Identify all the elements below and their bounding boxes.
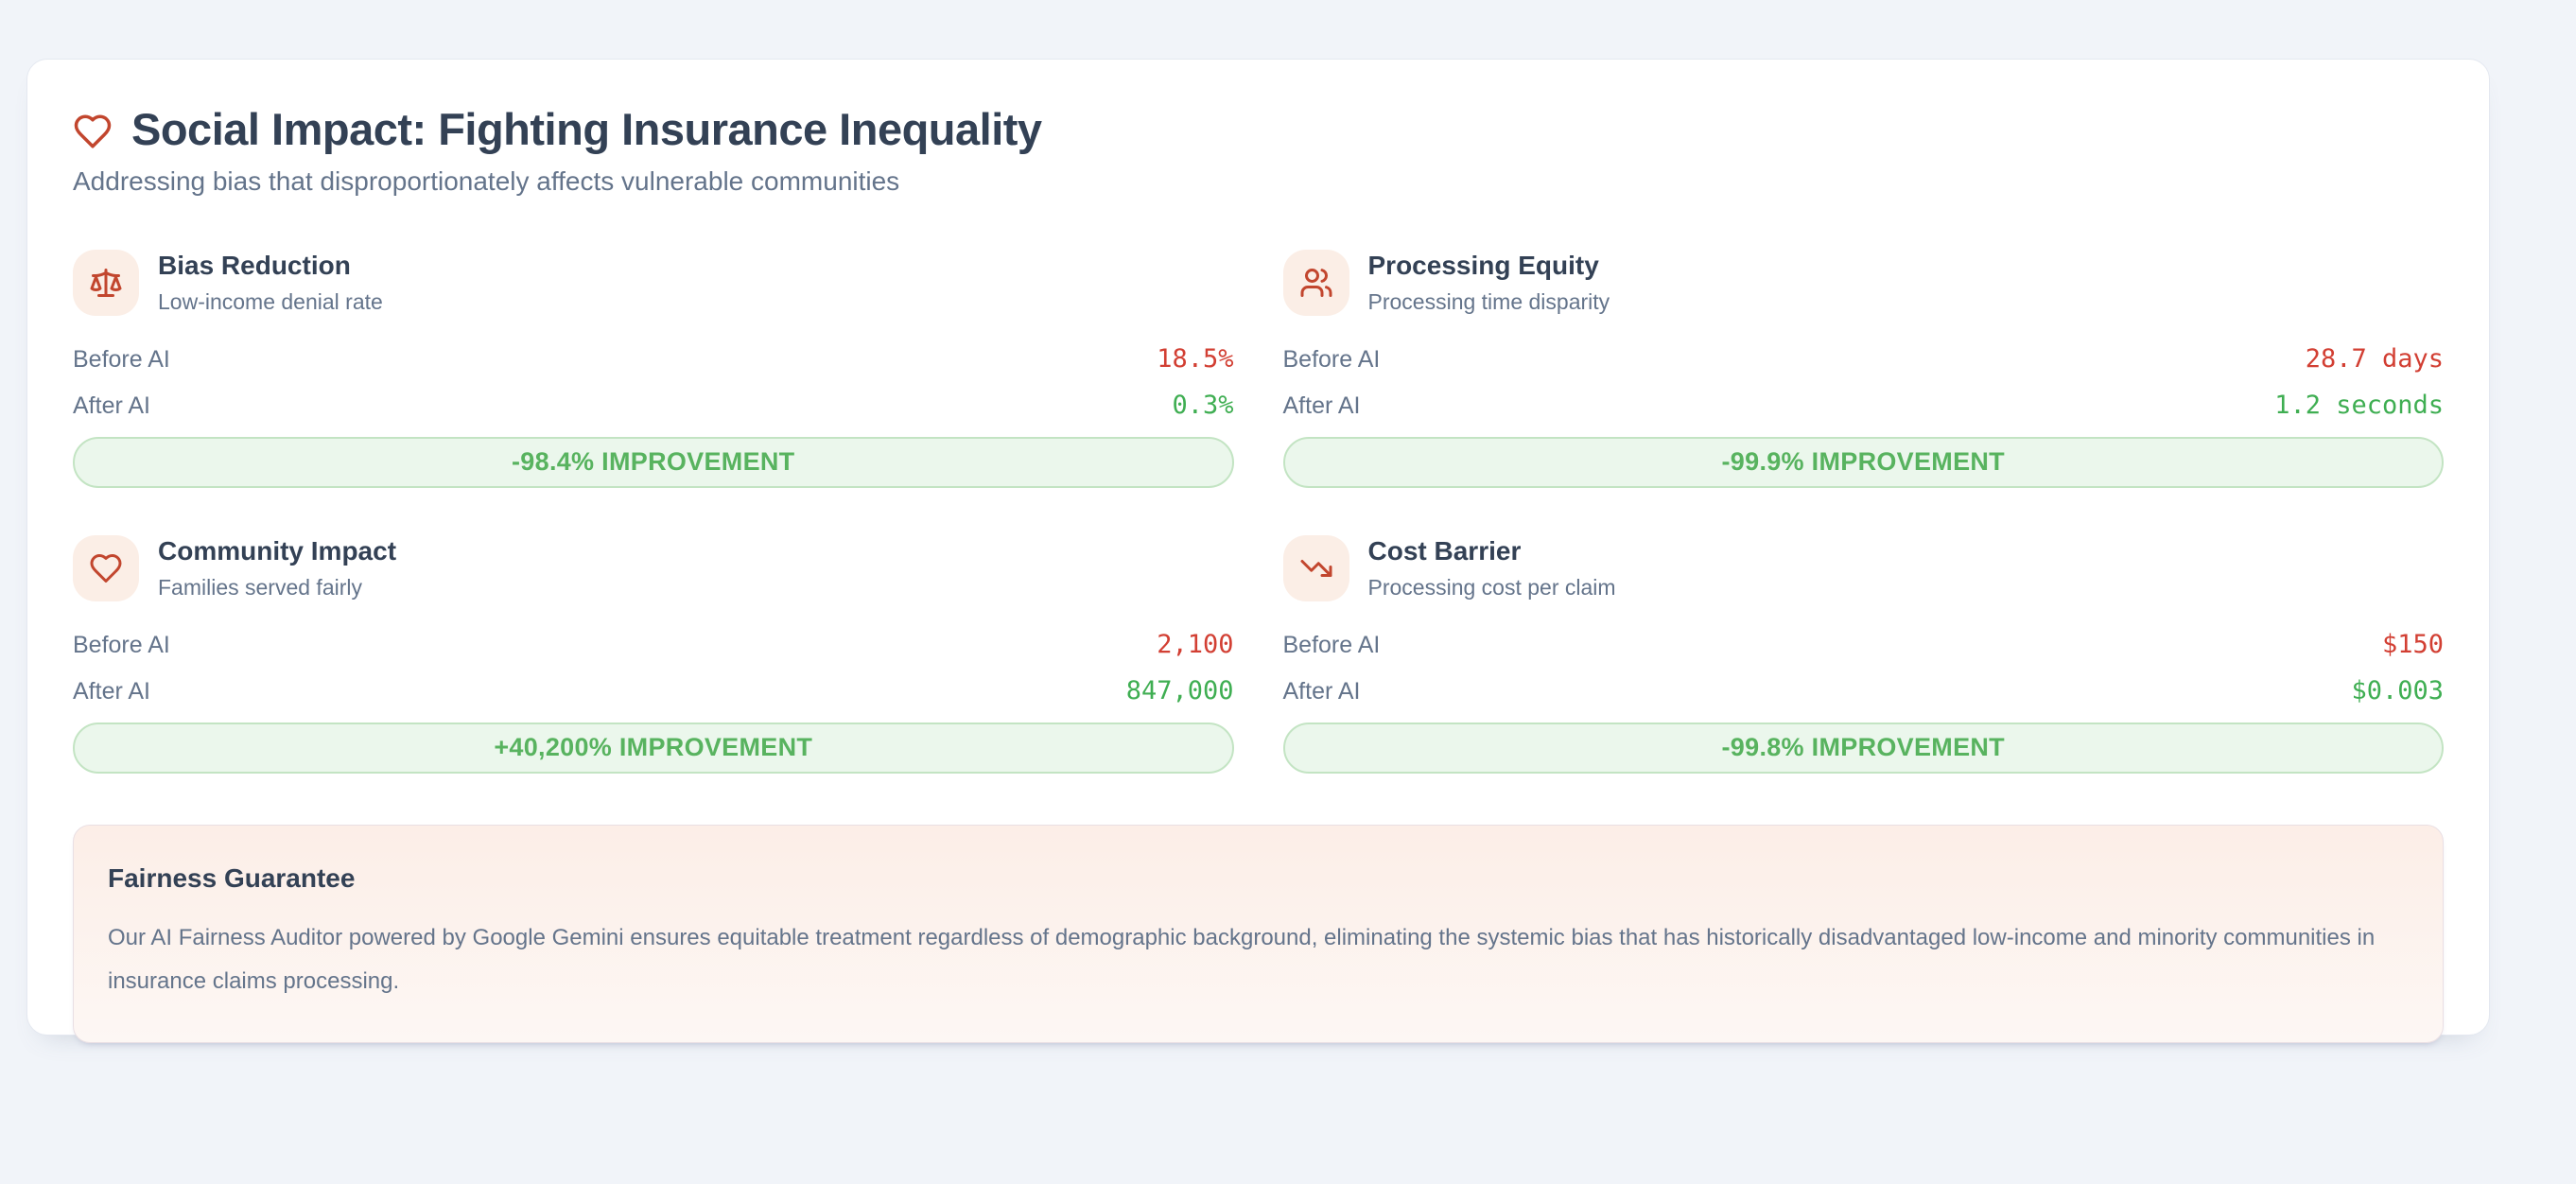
heart-icon [73, 535, 139, 601]
before-row: Before AI 28.7 days [1283, 344, 2445, 374]
card-header: Bias Reduction Low-income denial rate [73, 250, 1234, 316]
metric-card-community-impact: Community Impact Families served fairly … [73, 535, 1234, 774]
before-value: 28.7 days [2305, 344, 2444, 374]
scale-icon [73, 250, 139, 316]
card-title: Processing Equity [1367, 251, 1599, 281]
before-label: Before AI [1282, 346, 1381, 373]
card-subtitle: Families served fairly [158, 574, 362, 600]
card-header: Cost Barrier Processing cost per claim [1282, 535, 2445, 601]
after-value: $0.003 [2351, 676, 2444, 705]
after-row: After AI $0.003 [1283, 676, 2445, 705]
before-value: $150 [2381, 630, 2444, 659]
improvement-badge: +40,200% IMPROVEMENT [73, 723, 1234, 774]
before-row: Before AI 2,100 [73, 630, 1234, 659]
metric-card-cost-barrier: Cost Barrier Processing cost per claim B… [1282, 535, 2445, 774]
after-value: 1.2 seconds [2274, 391, 2444, 420]
after-value: 847,000 [1125, 676, 1234, 705]
fairness-guarantee-callout: Fairness Guarantee Our AI Fairness Audit… [73, 825, 2444, 1044]
after-label: After AI [1282, 678, 1361, 705]
card-titles: Community Impact Families served fairly [158, 536, 396, 600]
social-impact-panel: Social Impact: Fighting Insurance Inequa… [26, 59, 2490, 1044]
improvement-badge: -99.8% IMPROVEMENT [1282, 723, 2444, 774]
metric-card-bias-reduction: Bias Reduction Low-income denial rate Be… [73, 250, 1234, 488]
after-label: After AI [73, 678, 150, 705]
before-row: Before AI $150 [1283, 630, 2445, 659]
before-value: 18.5% [1157, 344, 1234, 374]
fairness-title: Fairness Guarantee [108, 863, 356, 893]
after-row: After AI 0.3% [73, 391, 1234, 420]
before-row: Before AI 18.5% [73, 344, 1234, 374]
card-titles: Cost Barrier Processing cost per claim [1368, 536, 1616, 600]
card-header: Processing Equity Processing time dispar… [1282, 250, 2445, 316]
card-title: Cost Barrier [1367, 536, 1522, 566]
heart-icon [74, 114, 112, 148]
before-value: 2,100 [1157, 630, 1234, 659]
card-subtitle: Processing cost per claim [1367, 574, 1616, 600]
card-title: Community Impact [158, 536, 397, 566]
card-subtitle: Processing time disparity [1367, 288, 1610, 314]
after-value: 0.3% [1172, 391, 1234, 420]
card-header: Community Impact Families served fairly [73, 535, 1234, 601]
page-subtitle: Addressing bias that disproportionately … [73, 166, 900, 196]
improvement-badge: -99.9% IMPROVEMENT [1282, 437, 2444, 488]
improvement-badge: -98.4% IMPROVEMENT [73, 437, 1234, 488]
after-row: After AI 1.2 seconds [1283, 391, 2445, 420]
card-titles: Processing Equity Processing time dispar… [1368, 251, 1610, 314]
metric-card-processing-equity: Processing Equity Processing time dispar… [1282, 250, 2445, 488]
card-titles: Bias Reduction Low-income denial rate [158, 251, 383, 314]
fairness-body: Our AI Fairness Auditor powered by Googl… [108, 925, 2376, 994]
page-title: Social Impact: Fighting Insurance Inequa… [131, 104, 1042, 154]
metrics-grid: Bias Reduction Low-income denial rate Be… [73, 250, 2444, 774]
card-subtitle: Low-income denial rate [158, 288, 383, 314]
panel-header: Social Impact: Fighting Insurance Inequa… [73, 103, 2444, 155]
after-label: After AI [73, 392, 150, 419]
after-label: After AI [1282, 392, 1361, 419]
trending-down-icon [1282, 535, 1349, 601]
before-label: Before AI [73, 346, 170, 373]
after-row: After AI 847,000 [73, 676, 1234, 705]
users-icon [1282, 250, 1349, 316]
card-title: Bias Reduction [158, 251, 351, 281]
before-label: Before AI [73, 632, 170, 658]
before-label: Before AI [1282, 632, 1381, 658]
